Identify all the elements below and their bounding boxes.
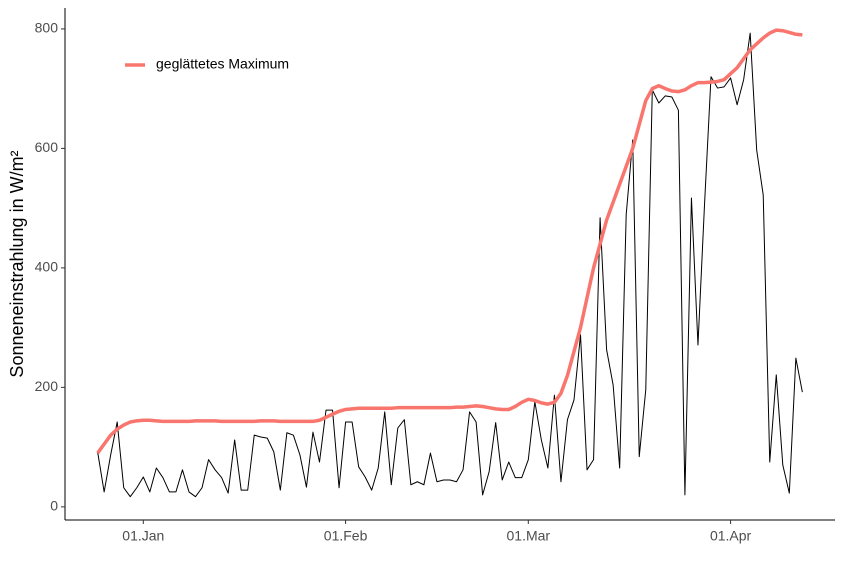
smoothed-line [96,28,803,455]
y-tick-label: 0 [50,498,58,514]
legend-label: geglättetes Maximum [156,56,289,72]
x-tick-label: 01.Jan [122,528,164,544]
y-tick-label: 200 [35,378,59,394]
y-axis-title: Sonneneinstrahlung in W/m² [7,150,27,377]
y-tick-label: 400 [35,259,59,275]
data-line [97,32,803,498]
x-tick-label: 01.Mar [507,528,551,544]
x-tick-label: 01.Apr [710,528,752,544]
y-tick-label: 600 [35,139,59,155]
y-tick-label: 800 [35,20,59,36]
x-tick-label: 01.Feb [324,528,368,544]
